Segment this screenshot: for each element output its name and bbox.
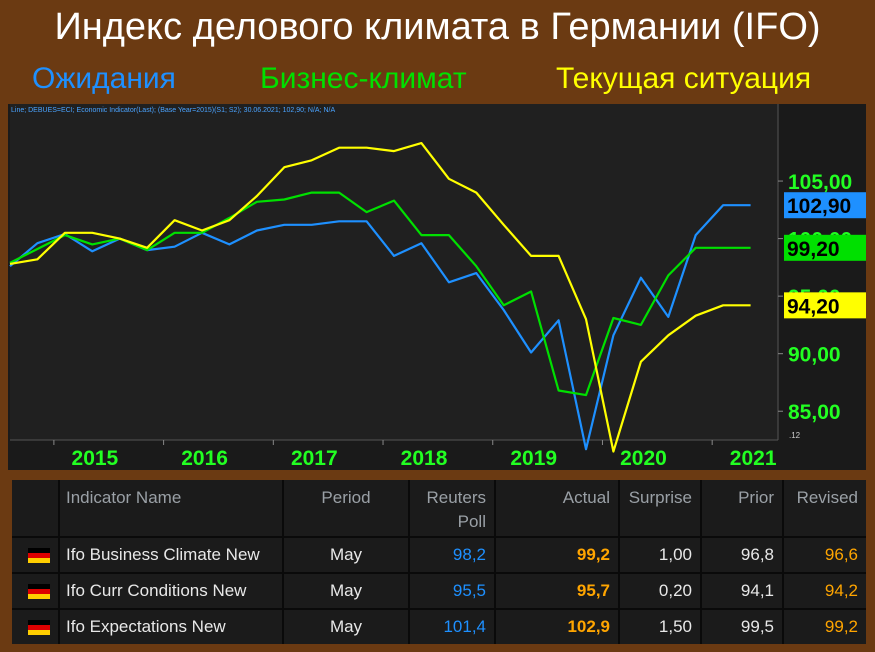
cell-name: Ifo Business Climate New — [60, 538, 282, 572]
last-value-label: 94,20 — [787, 295, 840, 318]
last-value-box — [784, 292, 866, 319]
corner-label: .12 — [789, 431, 801, 440]
column-header: Prior — [702, 480, 782, 536]
cell-name: Ifo Curr Conditions New — [60, 574, 282, 608]
series-line-2 — [9, 141, 751, 453]
last-value-box — [784, 234, 866, 261]
plot-area — [10, 104, 778, 440]
legend-current-situation: Текущая ситуация — [556, 62, 812, 95]
table-row[interactable]: Ifo Curr Conditions New May 95,5 95,7 0,20 94… — [12, 574, 866, 608]
last-value-label: 99,20 — [787, 238, 840, 261]
chart-title: Индекс делового климата в Германии (IFO) — [54, 6, 821, 48]
column-header: Surprise — [620, 480, 700, 536]
cell-prior: 96,8 — [702, 538, 782, 572]
table-row[interactable]: Ifo Expectations New May 101,4 102,9 1,50 99,… — [12, 610, 866, 644]
cell-revised: 94,2 — [784, 574, 866, 608]
y-tick-label: 85,00 — [788, 401, 841, 424]
cell-revised: 99,2 — [784, 610, 866, 644]
last-value-label: 102,90 — [787, 195, 851, 218]
cell-actual: 95,7 — [496, 574, 618, 608]
germany-flag-icon — [28, 584, 50, 599]
cell-period: May — [284, 574, 408, 608]
x-tick-label: 2016 — [181, 447, 228, 470]
cell-actual: 102,9 — [496, 610, 618, 644]
legend-expectations: Ожидания — [32, 62, 176, 95]
cell-poll: 95,5 — [410, 574, 494, 608]
legend-business-climate: Бизнес-климат — [260, 62, 467, 95]
x-tick-label: 2020 — [620, 447, 667, 470]
germany-flag-icon — [28, 548, 50, 563]
indicator-table: Indicator Name Period Reuters Poll Actual Su… — [12, 480, 866, 644]
column-header: Period — [284, 480, 408, 536]
x-tick-label: 2015 — [72, 447, 119, 470]
chart-info-line: Line; DEBUES=ECI; Economic Indicator(Las… — [11, 107, 335, 114]
y-tick-label: 105,00 — [788, 171, 852, 194]
column-header: Actual — [496, 480, 618, 536]
flag-cell — [12, 574, 58, 608]
last-value-box — [784, 192, 866, 219]
flag-cell — [12, 610, 58, 644]
germany-flag-icon — [28, 620, 50, 635]
flag-cell — [12, 538, 58, 572]
cell-period: May — [284, 610, 408, 644]
cell-prior: 99,5 — [702, 610, 782, 644]
column-header: Revised — [784, 480, 866, 536]
x-tick-label: 2018 — [401, 447, 448, 470]
line-chart-svg: Line; DEBUES=ECI; Economic Indicator(Las… — [9, 104, 866, 470]
cell-poll: 101,4 — [410, 610, 494, 644]
column-header: Indicator Name — [60, 480, 282, 536]
column-header: Reuters Poll — [410, 480, 494, 536]
cell-revised: 96,6 — [784, 538, 866, 572]
header-flag-cell — [12, 480, 58, 536]
y-tick-label: 90,00 — [788, 344, 841, 367]
table-header: Indicator Name Period Reuters Poll Actual Su… — [12, 480, 866, 536]
cell-surprise: 0,20 — [620, 574, 700, 608]
x-tick-label: 2021 — [730, 447, 777, 470]
line-chart: Line; DEBUES=ECI; Economic Indicator(Las… — [8, 104, 866, 470]
cell-surprise: 1,50 — [620, 610, 700, 644]
cell-actual: 99,2 — [496, 538, 618, 572]
cell-period: May — [284, 538, 408, 572]
table-row[interactable]: Ifo Business Climate New May 98,2 99,2 1,00 9… — [12, 538, 866, 572]
cell-name: Ifo Expectations New — [60, 610, 282, 644]
x-tick-label: 2019 — [510, 447, 557, 470]
cell-surprise: 1,00 — [620, 538, 700, 572]
x-tick-label: 2017 — [291, 447, 338, 470]
cell-prior: 94,1 — [702, 574, 782, 608]
cell-poll: 98,2 — [410, 538, 494, 572]
